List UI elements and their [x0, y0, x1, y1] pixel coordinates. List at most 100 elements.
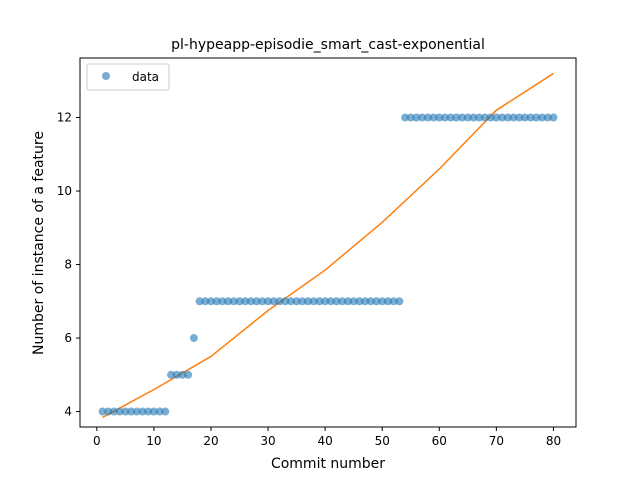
data-point — [144, 407, 153, 416]
data-point — [286, 297, 295, 306]
x-tick-label: 0 — [93, 434, 101, 448]
data-point — [201, 297, 210, 306]
data-point — [246, 297, 255, 306]
x-tick-label: 60 — [432, 434, 447, 448]
data-point — [127, 407, 136, 416]
data-point — [281, 297, 290, 306]
data-point — [372, 297, 381, 306]
data-point — [121, 407, 130, 416]
data-point — [538, 113, 547, 122]
data-point — [218, 297, 227, 306]
x-axis-title: Commit number — [271, 456, 385, 472]
data-point — [378, 297, 387, 306]
data-point — [258, 297, 267, 306]
data-point — [206, 297, 215, 306]
data-point — [172, 370, 181, 379]
data-point — [492, 113, 501, 122]
data-point — [167, 370, 176, 379]
data-point — [161, 407, 170, 416]
data-point — [235, 297, 244, 306]
data-point — [212, 297, 221, 306]
y-tick-label: 10 — [57, 184, 72, 198]
data-point — [446, 113, 455, 122]
data-point — [395, 297, 404, 306]
data-point — [441, 113, 450, 122]
data-point — [252, 297, 261, 306]
data-point — [412, 113, 421, 122]
data-point — [543, 113, 552, 122]
data-point — [520, 113, 529, 122]
data-point — [298, 297, 307, 306]
data-point — [406, 113, 415, 122]
data-point — [189, 334, 198, 343]
data-point — [104, 407, 113, 416]
x-tick-label: 50 — [375, 434, 390, 448]
data-point — [435, 113, 444, 122]
data-point — [115, 407, 124, 416]
x-tick-label: 40 — [318, 434, 333, 448]
data-point — [498, 113, 507, 122]
data-point — [138, 407, 147, 416]
x-tick-label: 10 — [146, 434, 161, 448]
data-point — [269, 297, 278, 306]
data-point — [486, 113, 495, 122]
data-points-layer — [98, 113, 558, 416]
y-tick-label: 8 — [64, 258, 72, 272]
data-point — [184, 370, 193, 379]
data-point — [195, 297, 204, 306]
data-point — [401, 113, 410, 122]
data-point — [361, 297, 370, 306]
data-point — [178, 370, 187, 379]
y-tick-label: 12 — [57, 111, 72, 125]
plot-area — [80, 58, 576, 427]
data-point — [526, 113, 535, 122]
data-point — [332, 297, 341, 306]
data-point — [418, 113, 427, 122]
data-point — [469, 113, 478, 122]
data-point — [480, 113, 489, 122]
y-tick-label: 4 — [64, 405, 72, 419]
data-point — [224, 297, 233, 306]
data-point — [315, 297, 324, 306]
data-point — [475, 113, 484, 122]
data-point — [338, 297, 347, 306]
data-point — [149, 407, 158, 416]
data-point — [509, 113, 518, 122]
data-point — [155, 407, 164, 416]
data-point — [463, 113, 472, 122]
data-point — [515, 113, 524, 122]
data-point — [349, 297, 358, 306]
data-point — [98, 407, 107, 416]
data-point — [503, 113, 512, 122]
fit-line-layer — [102, 72, 554, 419]
data-point — [292, 297, 301, 306]
data-point — [264, 297, 273, 306]
axes-layer: 0 10 20 30 40 50 60 70 80 4 6 8 10 12 — [57, 57, 577, 448]
data-point — [275, 297, 284, 306]
plot-background — [80, 58, 576, 427]
x-tick-label: 80 — [546, 434, 561, 448]
axes-frame — [79, 57, 577, 428]
x-tick-label: 70 — [489, 434, 504, 448]
data-point — [241, 297, 250, 306]
legend-label-data: data — [132, 70, 159, 84]
fit-line — [102, 72, 554, 419]
data-point — [383, 297, 392, 306]
data-point — [321, 297, 330, 306]
data-point — [326, 297, 335, 306]
data-point — [355, 297, 364, 306]
y-tick-label: 6 — [64, 331, 72, 345]
data-point — [343, 297, 352, 306]
legend: data — [86, 63, 170, 91]
data-point — [109, 407, 118, 416]
chart-title: pl-hypeapp-episodie_smart_cast-exponenti… — [171, 37, 485, 53]
data-point — [452, 113, 461, 122]
data-point — [429, 113, 438, 122]
data-point — [549, 113, 558, 122]
data-point — [532, 113, 541, 122]
data-point — [366, 297, 375, 306]
y-axis-title: Number of instance of a feature — [31, 131, 47, 355]
data-point — [304, 297, 313, 306]
data-point — [132, 407, 141, 416]
